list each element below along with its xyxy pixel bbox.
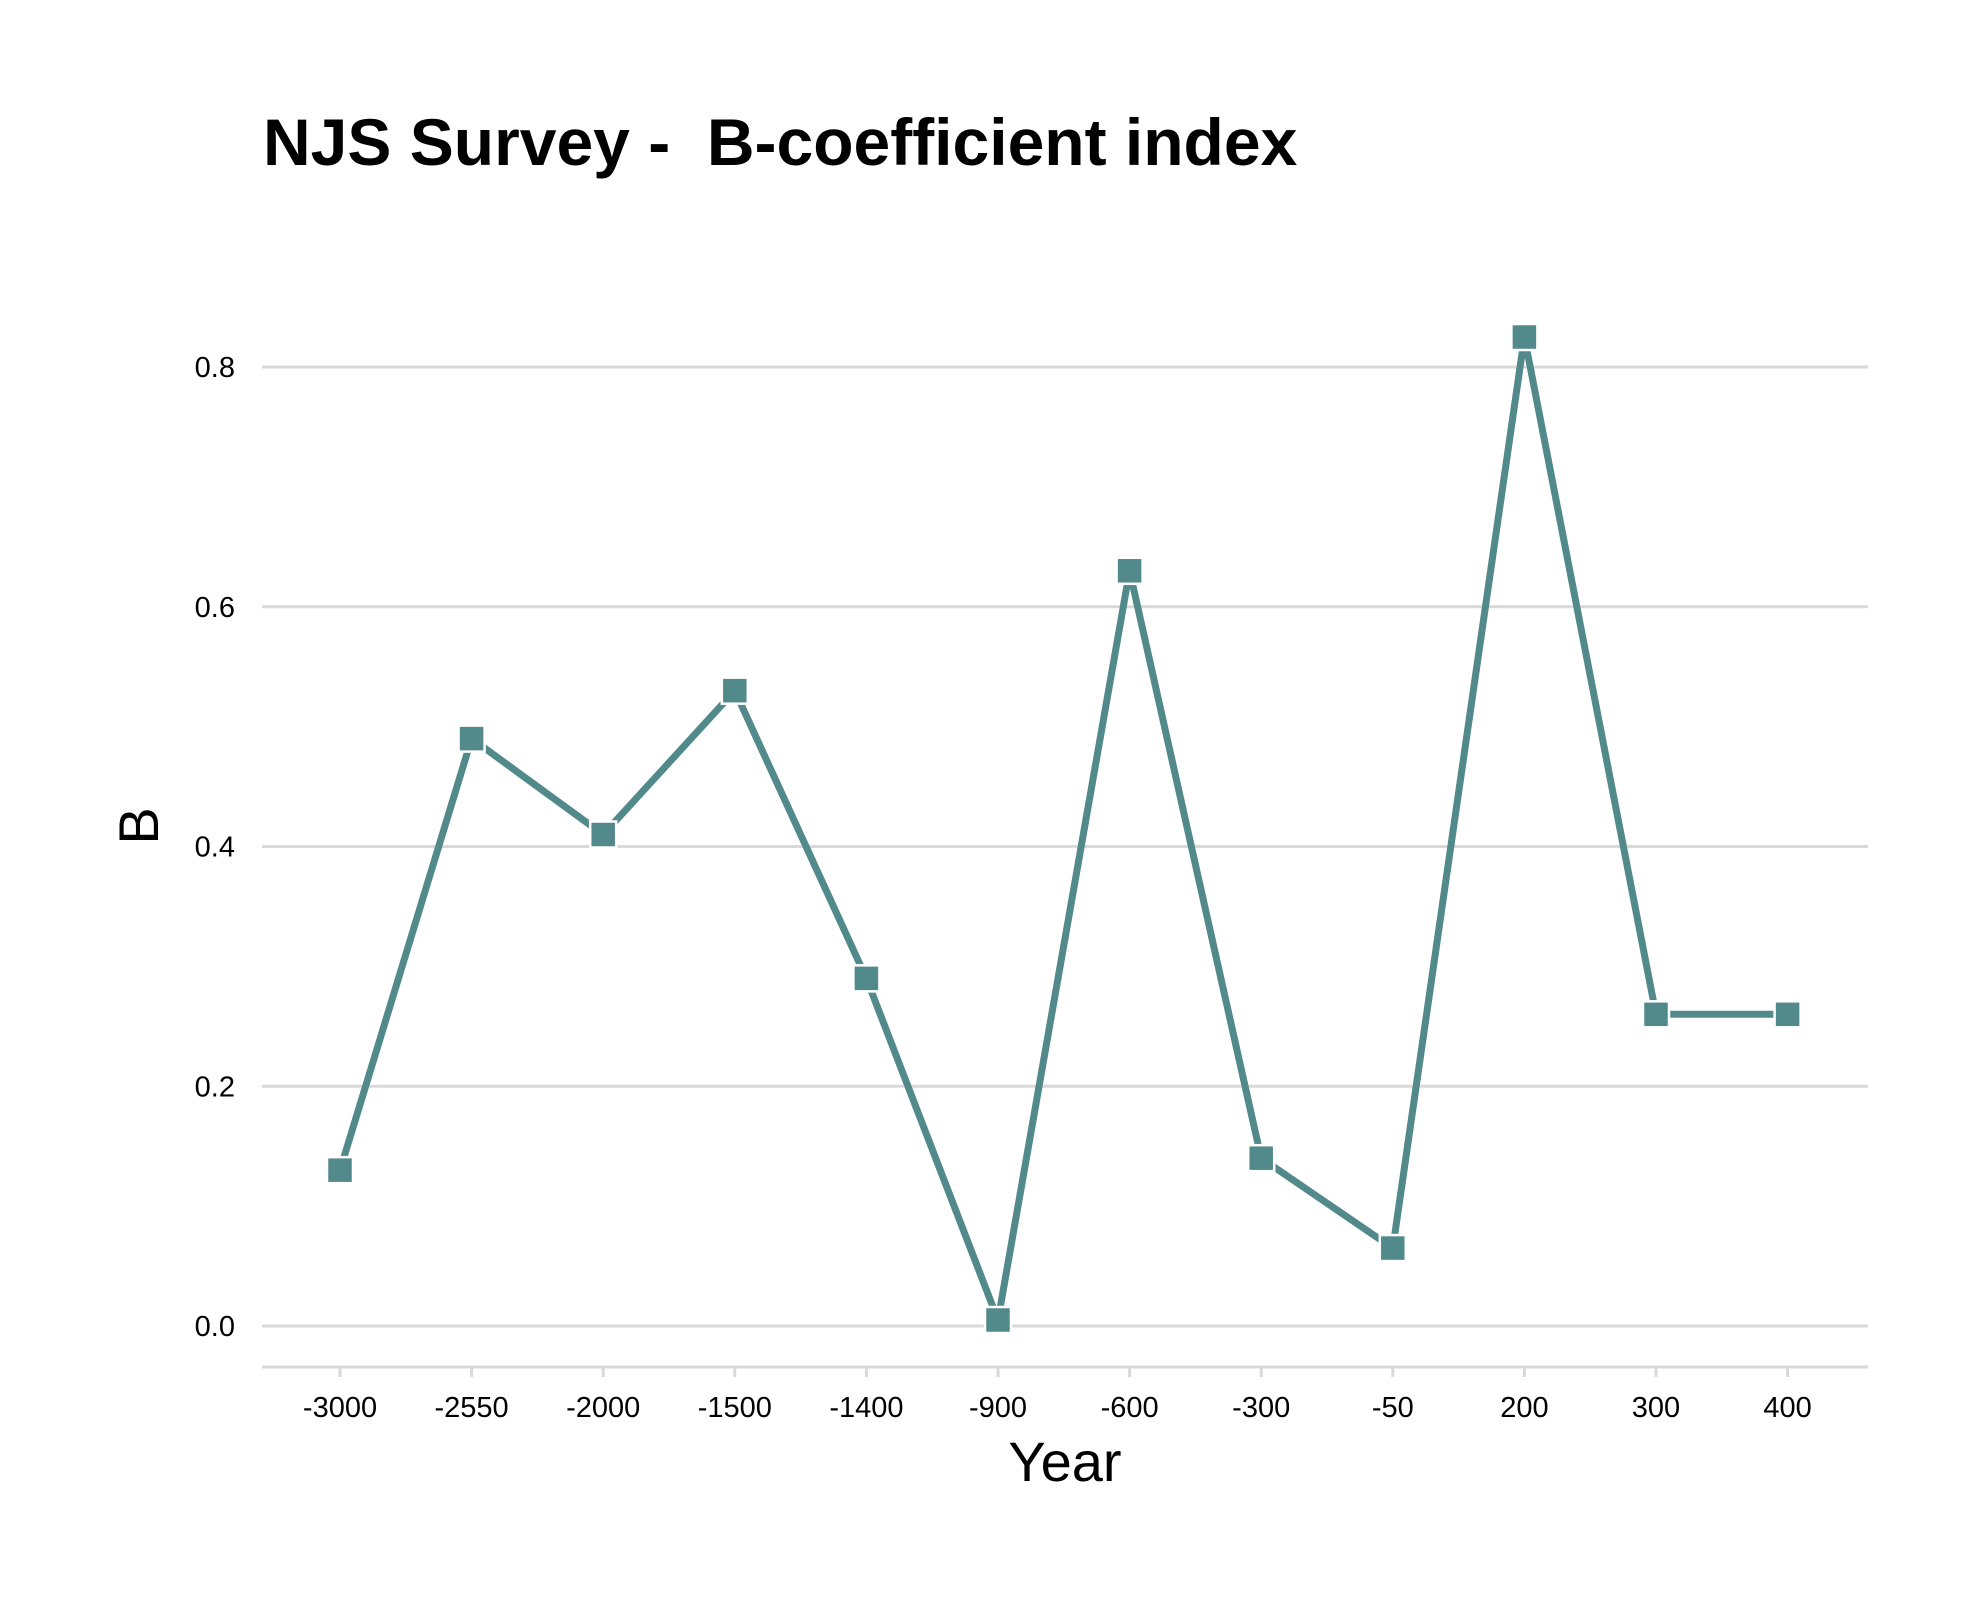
data-point-marker [1510,322,1539,352]
data-point-marker [1773,1000,1802,1029]
y-tick-label: 0.6 [195,592,235,624]
x-tick-label: 400 [1763,1392,1811,1424]
x-tick-label: -300 [1232,1392,1290,1424]
axes: Year B 0.0 0.2 0.4 0.6 0.8 -3000 -2550 -2000 -15… [107,352,1868,1493]
x-tick-label: -1500 [698,1392,772,1424]
data-point-marker [1378,1233,1408,1263]
data-point-marker [1115,556,1144,586]
x-tick-label: -600 [1101,1392,1159,1424]
x-tick-label: -2550 [435,1392,509,1424]
series-line [336,333,1788,1324]
data-point-marker [588,820,618,849]
x-tick-label: -50 [1372,1392,1414,1424]
data-point-marker [457,724,486,753]
y-tick-label: 0.0 [195,1311,235,1343]
data-point-marker [325,1155,355,1185]
chart-title: NJS Survey - B-coefficient index [263,105,1298,179]
x-axis-title: Year [1008,1430,1121,1493]
data-point-marker [1641,1000,1671,1029]
x-tick-label: 200 [1500,1392,1548,1424]
x-tick-label: -1400 [829,1392,903,1424]
x-tick-label: 300 [1632,1392,1680,1424]
y-axis-title: B [107,807,170,844]
x-tick-label: -900 [969,1392,1027,1424]
series [325,322,1802,1335]
data-point-marker [720,676,750,705]
y-tick-label: 0.4 [195,832,235,864]
gridlines [262,365,1868,1328]
y-tick-label: 0.2 [195,1071,235,1103]
data-point-marker [852,964,881,993]
x-tick-label: -2000 [566,1392,640,1424]
x-tick-label: -3000 [303,1392,377,1424]
y-tick-label: 0.8 [195,352,235,384]
data-point-marker [1246,1143,1276,1173]
data-point-marker [983,1305,1013,1335]
